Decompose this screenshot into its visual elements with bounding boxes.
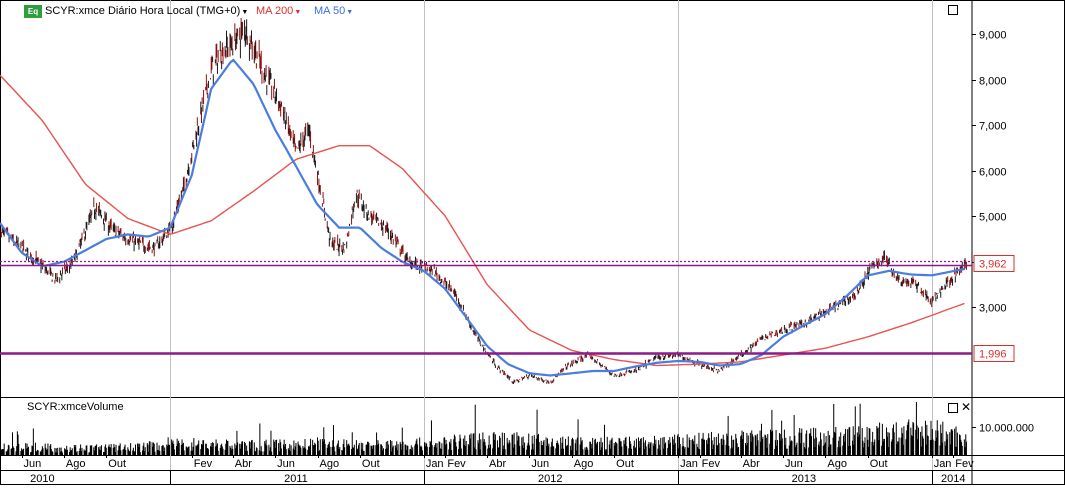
price-tick-label: 7,000	[979, 121, 1007, 133]
equity-badge[interactable]: Eq	[24, 5, 42, 18]
month-label: Jan	[934, 458, 952, 470]
month-label: Abr	[489, 458, 506, 470]
year-label: 2012	[538, 473, 562, 485]
month-label: Fev	[702, 458, 721, 470]
close-icon[interactable]: ✕	[961, 400, 972, 414]
symbol-dropdown-icon[interactable]: ▼	[241, 9, 249, 16]
year-label: 2011	[284, 473, 308, 485]
ma200-line	[0, 74, 965, 367]
month-label: Abr	[235, 458, 252, 470]
month-label: Jan	[680, 458, 698, 470]
month-label: Out	[362, 458, 380, 470]
price-tick-label: 8,000	[979, 76, 1007, 88]
ma50-dropdown-icon[interactable]: ▼	[346, 9, 354, 16]
volume-bars	[0, 402, 967, 455]
price-value-box	[973, 255, 1015, 272]
price-tick-label: 6,000	[979, 167, 1007, 179]
price-value-box	[973, 345, 1015, 362]
price-bars	[0, 18, 967, 385]
volume-tick-label: 10.000.000	[979, 423, 1034, 435]
month-label: Jun	[277, 458, 295, 470]
month-label: Out	[870, 458, 888, 470]
maximize-icon[interactable]	[948, 5, 958, 15]
year-label: 2010	[30, 473, 54, 485]
year-label: 2013	[792, 473, 816, 485]
volume-panel-title: SCYR:xmceVolume	[27, 401, 124, 413]
price-tick-label: 3,000	[979, 303, 1007, 315]
price-tick-label: 5,000	[979, 212, 1007, 224]
month-label: Out	[616, 458, 634, 470]
month-label: Jun	[24, 458, 42, 470]
month-label: Fev	[447, 458, 466, 470]
month-label: Fev	[194, 458, 213, 470]
ma50-legend[interactable]: MA 50▼	[314, 5, 354, 17]
month-label: Ago	[320, 458, 340, 470]
month-label: Jun	[531, 458, 549, 470]
price-value-label: 3,962	[979, 259, 1007, 271]
maximize-volume-icon[interactable]	[948, 403, 958, 413]
month-label: Ago	[827, 458, 847, 470]
month-label: Jun	[785, 458, 803, 470]
price-value-label: 1,996	[979, 349, 1007, 361]
symbol-label[interactable]: SCYR:xmce Diário Hora Local (TMG+0)▼	[45, 5, 249, 17]
month-label: Out	[108, 458, 126, 470]
ma50-line	[0, 58, 965, 377]
month-label: Abr	[743, 458, 760, 470]
ma200-dropdown-icon[interactable]: ▼	[294, 9, 302, 16]
month-label: Ago	[574, 458, 594, 470]
month-label: Ago	[66, 458, 86, 470]
month-label: Jan	[426, 458, 444, 470]
price-tick-label: 9,000	[979, 30, 1007, 42]
year-label: 2014	[941, 473, 965, 485]
month-label: Fev	[955, 458, 974, 470]
ma200-legend[interactable]: MA 200▼	[256, 5, 302, 17]
